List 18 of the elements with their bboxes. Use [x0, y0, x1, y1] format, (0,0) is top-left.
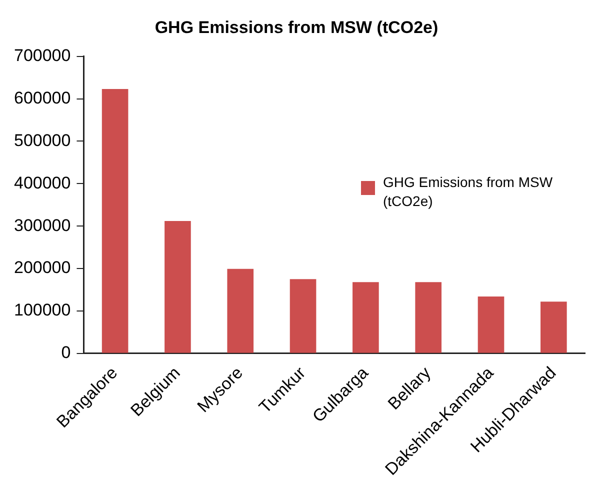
bar: [540, 302, 567, 353]
bar: [415, 282, 442, 353]
legend-label: GHG Emissions from MSW (tCO2e): [383, 173, 553, 211]
y-tick-label: 400000: [14, 173, 71, 192]
bar: [352, 282, 379, 353]
y-tick-label: 700000: [14, 46, 71, 66]
bar: [290, 279, 316, 353]
y-tick-label: 500000: [14, 130, 71, 150]
y-tick-label: 200000: [14, 258, 71, 278]
y-tick-label: 0: [61, 343, 71, 362]
bar: [164, 220, 191, 353]
bar: [102, 89, 128, 353]
bar: [478, 296, 504, 353]
y-tick-label: 300000: [14, 216, 71, 235]
y-tick-label: 600000: [14, 88, 71, 108]
y-tick-label: 100000: [14, 300, 71, 320]
bar: [227, 268, 254, 353]
chart-title: GHG Emissions from MSW (tCO2e): [154, 18, 438, 37]
